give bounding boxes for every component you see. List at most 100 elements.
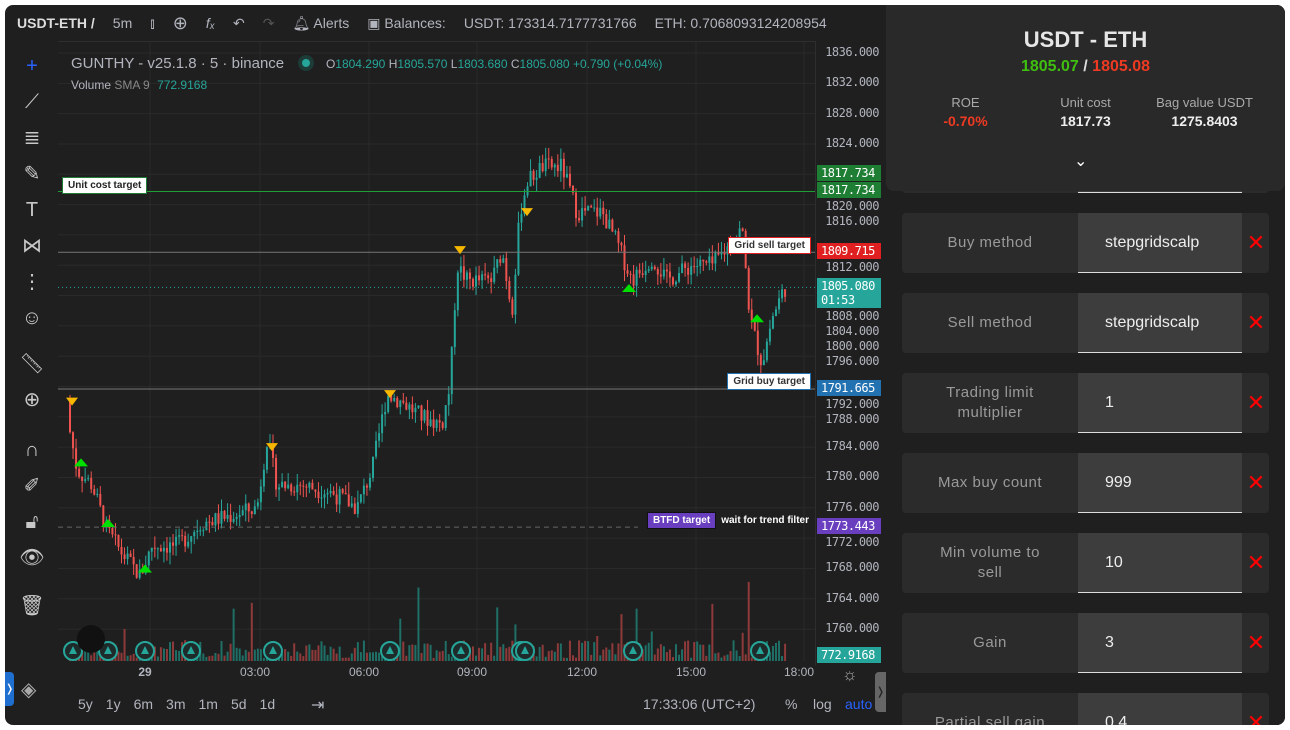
volume-bar [399, 618, 402, 661]
volume-bar [699, 644, 702, 661]
candle-body [305, 486, 308, 488]
setting-input[interactable]: 10 [1078, 533, 1242, 593]
candlestick-chart[interactable] [58, 41, 815, 661]
candle-body [399, 400, 402, 408]
setting-label: Trading limit multiplier [902, 373, 1078, 433]
clear-icon[interactable]: ✕ [1246, 230, 1266, 255]
volume-label: Volume [71, 78, 112, 92]
undo-icon[interactable]: ↶ [233, 14, 245, 31]
volume-bar [378, 652, 381, 661]
ruler-icon[interactable]: 📏︎ [19, 353, 45, 375]
volume-bar [223, 655, 226, 661]
candle-body [453, 310, 456, 348]
volume-bar [687, 640, 690, 661]
setting-input[interactable]: 3 [1078, 613, 1242, 673]
range-5y[interactable]: 5y [78, 696, 93, 712]
candle-body [550, 159, 553, 168]
trend-line-icon[interactable]: ⟋ [25, 91, 39, 113]
chevron-down-icon[interactable]: ⌄ [1074, 153, 1088, 170]
volume-bar [284, 649, 287, 661]
right-panel-toggle[interactable]: ❭ [875, 672, 886, 712]
candle-body [314, 489, 317, 492]
candle-body [235, 516, 238, 519]
candle-body [575, 192, 578, 219]
interval-selector[interactable]: 5m [112, 15, 133, 31]
volume-bar [99, 653, 102, 661]
volume-bar [599, 655, 602, 661]
goto-date-icon[interactable]: ⇥ [311, 697, 325, 714]
volume-bar [729, 651, 732, 661]
clear-icon[interactable]: ✕ [1246, 630, 1266, 655]
setting-input[interactable]: 999 [1078, 453, 1242, 513]
log-toggle[interactable]: log [813, 696, 832, 712]
brush-icon[interactable]: ✎ [23, 163, 41, 185]
percent-toggle[interactable]: % [785, 696, 798, 712]
clear-icon[interactable]: ✕ [1246, 390, 1266, 415]
volume-bar [159, 647, 162, 661]
crosshair-icon[interactable]: + [26, 55, 38, 77]
setting-row: Gain 3 ✕ [902, 613, 1269, 673]
setting-input[interactable]: stepgridscalp [1078, 293, 1242, 353]
trash-icon[interactable]: 🗑︎ [19, 595, 45, 617]
candle-body [402, 400, 405, 403]
setting-label-text: Max buy count [937, 474, 1043, 491]
clear-icon[interactable]: ✕ [1246, 310, 1266, 335]
chart-toolbar: USDT-ETH / 5m ⫾ ⊕ fₓ ↶ ↷ 🔔︎ Alerts ▣ Bal… [5, 5, 886, 41]
alerts-button[interactable]: 🔔︎ Alerts [292, 14, 350, 31]
setting-row: Trading limit multiplier 1 ✕ [902, 373, 1269, 433]
fib-lines-icon[interactable]: ≣ [23, 127, 41, 149]
price-axis[interactable]: 1817.734 1817.734 1809.715 1791.665 1773.443… [815, 41, 885, 665]
left-panel-toggle[interactable]: ❭ [5, 672, 14, 706]
pattern-icon[interactable]: ⋈ [22, 235, 42, 257]
text-icon[interactable]: T [25, 199, 39, 221]
range-1d[interactable]: 1d [259, 696, 276, 712]
time-axis[interactable]: 29 03:00 06:00 09:00 12:00 15:00 18:00 ☼ [5, 661, 886, 691]
candle-body [456, 272, 459, 311]
auto-toggle[interactable]: auto [845, 696, 873, 712]
clear-icon[interactable]: ✕ [1246, 550, 1266, 575]
eye-icon[interactable]: 👁︎ [19, 547, 45, 569]
volume-bar [326, 654, 329, 661]
setting-input[interactable]: 1 [1078, 373, 1242, 433]
settings-sun-icon[interactable]: ☼ [842, 665, 858, 684]
emoji-icon[interactable]: ☺ [21, 307, 43, 329]
setting-input[interactable]: 0.4 [1078, 693, 1242, 725]
lock-drawing-icon[interactable]: ✐ [23, 475, 41, 497]
clear-icon[interactable]: ✕ [1246, 710, 1266, 725]
unlock-icon[interactable]: 🔓︎ [25, 511, 39, 533]
layers-icon[interactable]: ◈ [21, 679, 37, 701]
candle-body [69, 401, 71, 433]
volume-bar [287, 651, 290, 661]
candle-body [629, 273, 632, 275]
range-1y[interactable]: 1y [105, 696, 121, 712]
zoom-in-icon[interactable]: ⊕ [23, 389, 41, 411]
candle-body [272, 444, 275, 458]
bell-icon: 🔔︎ [292, 14, 311, 31]
candle-body [435, 420, 438, 428]
range-6m[interactable]: 6m [133, 696, 154, 712]
candle-body [408, 404, 411, 410]
range-5d[interactable]: 5d [230, 696, 247, 712]
price-tick: 1816.000 [825, 214, 879, 229]
range-1m[interactable]: 1m [198, 696, 218, 712]
candle-body [747, 268, 750, 310]
setting-input[interactable]: stepgridscalp [1078, 213, 1242, 273]
add-indicator-icon[interactable]: ⊕ [172, 12, 188, 33]
clear-icon[interactable]: ✕ [1246, 470, 1266, 495]
candle-body [693, 266, 696, 268]
magnet-icon[interactable]: ∩ [24, 439, 40, 461]
volume-bar [229, 643, 232, 661]
prediction-icon[interactable]: ⋮ [22, 271, 42, 293]
high-label: H [388, 57, 398, 71]
redo-icon[interactable]: ↷ [262, 14, 275, 31]
candle-body [720, 252, 723, 255]
bot-settings-panel: USDT - ETH 1805.07 / 1805.08 ROE -0.70% U… [886, 5, 1285, 725]
symbol-selector[interactable]: USDT-ETH / [17, 15, 95, 31]
volume-bar [372, 652, 374, 661]
time-label: 03:00 [239, 665, 271, 679]
bid-ask: 1805.07 / 1805.08 [886, 58, 1285, 76]
range-3m[interactable]: 3m [166, 696, 186, 712]
volume-bar [708, 644, 711, 661]
indicators-fx-icon[interactable]: fₓ [205, 15, 216, 31]
candle-type-icon[interactable]: ⫾ [150, 14, 155, 31]
